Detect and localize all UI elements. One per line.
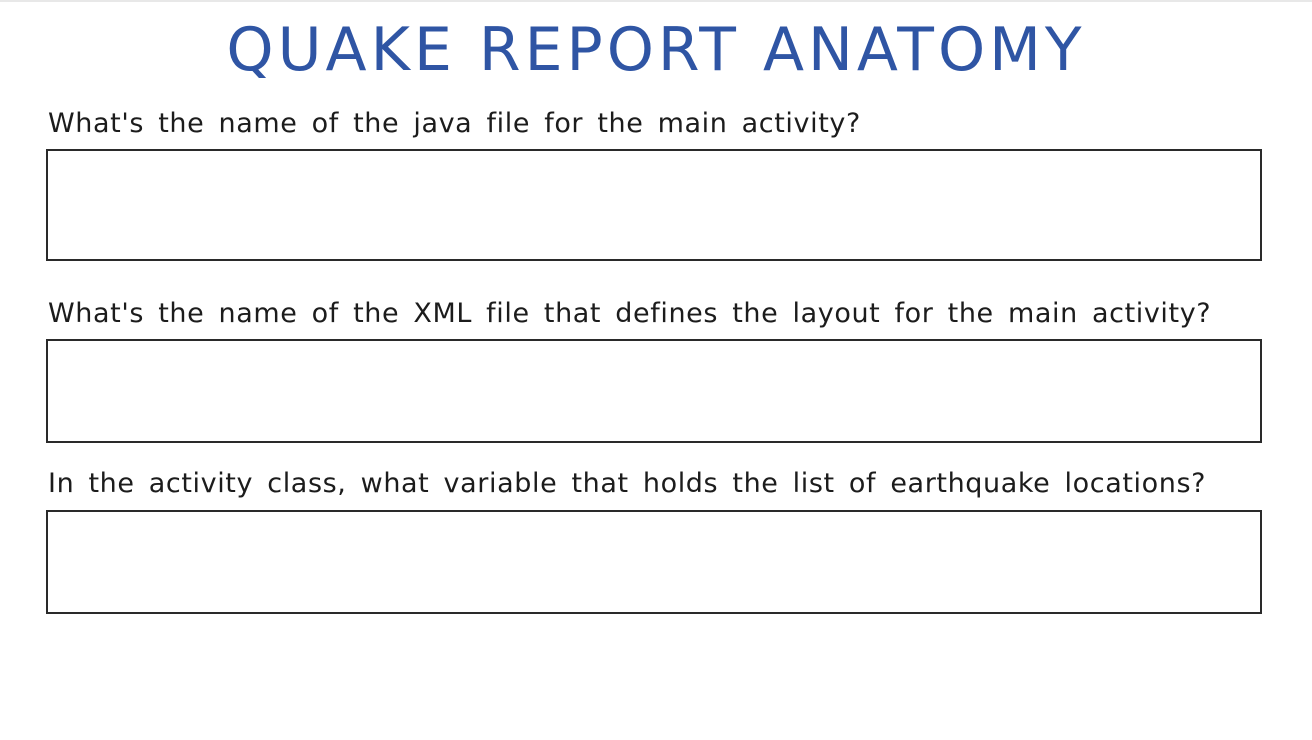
question-2-label: What's the name of the XML file that def… xyxy=(48,298,1212,329)
top-divider xyxy=(0,0,1312,2)
page-title: QUAKE REPORT ANATOMY xyxy=(226,15,1086,85)
answer-3-field[interactable] xyxy=(46,510,1262,614)
answer-1-field[interactable] xyxy=(46,149,1262,261)
question-1-label: What's the name of the java file for the… xyxy=(48,108,861,139)
answer-2-field[interactable] xyxy=(46,339,1262,443)
question-3-label: In the activity class, what variable tha… xyxy=(48,468,1207,499)
